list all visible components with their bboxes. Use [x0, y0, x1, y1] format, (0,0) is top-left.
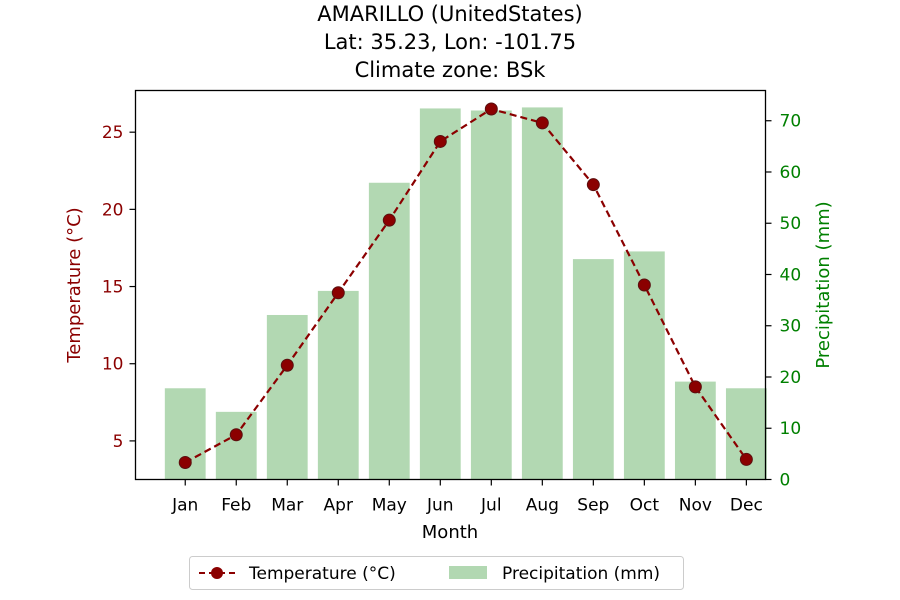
left-tick-label-5: 5: [113, 432, 124, 452]
legend-temperature-marker: [211, 567, 223, 579]
right-tick-label-60: 60: [780, 163, 802, 183]
precipitation-bar-apr: [317, 290, 359, 480]
x-tick-label-mar: Mar: [271, 496, 303, 516]
left-tick-label-25: 25: [102, 123, 124, 143]
legend-temperature-label: Temperature (°C): [248, 564, 396, 584]
temperature-point-jan: [178, 456, 192, 470]
left-tick-label-15: 15: [102, 278, 124, 298]
precipitation-bar-jun: [419, 108, 461, 480]
x-tick-label-jun: Jun: [426, 496, 454, 516]
x-tick-label-dec: Dec: [730, 496, 763, 516]
left-y-axis-label: Temperature (°C): [64, 207, 85, 363]
temperature-point-feb: [229, 428, 243, 442]
precipitation-bar-sep: [572, 259, 614, 480]
left-tick-label-20: 20: [102, 200, 124, 220]
temperature-series-line: [184, 107, 748, 464]
temperature-point-dec: [739, 452, 753, 466]
x-tick-label-aug: Aug: [526, 496, 559, 516]
right-tick-label-0: 0: [780, 471, 791, 491]
x-axis-label: Month: [422, 522, 478, 543]
temperature-point-apr: [331, 286, 345, 300]
right-tick-label-50: 50: [780, 214, 802, 234]
x-tick-label-sep: Sep: [577, 496, 609, 516]
precipitation-bar-aug: [521, 107, 563, 480]
temperature-line: [178, 102, 753, 470]
precipitation-bar-mar: [266, 314, 308, 480]
legend-precipitation-label: Precipitation (mm): [502, 564, 660, 584]
legend-precipitation-swatch: [449, 566, 487, 579]
temperature-point-jul: [484, 102, 498, 116]
plot-frame: [134, 89, 767, 481]
temperature-point-sep: [586, 178, 600, 192]
legend: Temperature (°C) Precipitation (mm): [189, 556, 684, 590]
title-line-2: Lat: 35.23, Lon: -101.75: [324, 30, 576, 54]
x-tick-label-jul: Jul: [480, 496, 502, 516]
right-y-axis: 0 10 20 30 40 50 60 70: [765, 112, 802, 491]
temperature-point-jun: [433, 134, 447, 148]
left-y-axis: 5 10 15 20 25: [102, 123, 136, 452]
x-axis: Jan Feb Mar Apr May Jun Jul Aug Sep Oct Nov Dec: [171, 479, 763, 516]
precipitation-bar-feb: [215, 411, 257, 480]
right-tick-label-40: 40: [780, 265, 802, 285]
precipitation-bar-jul: [470, 110, 512, 480]
x-tick-label-oct: Oct: [630, 496, 660, 516]
precipitation-bar-may: [368, 182, 410, 480]
right-tick-label-20: 20: [780, 368, 802, 388]
right-tick-label-10: 10: [780, 419, 802, 439]
temperature-point-nov: [688, 380, 702, 394]
x-tick-label-jan: Jan: [171, 496, 198, 516]
temperature-point-may: [382, 213, 396, 227]
precipitation-bars: [164, 107, 767, 480]
right-tick-label-30: 30: [780, 317, 802, 337]
title-line-3: Climate zone: BSk: [355, 58, 547, 82]
chart-title: AMARILLO (UnitedStates) Lat: 35.23, Lon: …: [317, 2, 582, 82]
right-y-axis-label: Precipitation (mm): [813, 201, 834, 368]
temperature-point-oct: [637, 278, 651, 292]
title-line-1: AMARILLO (UnitedStates): [317, 2, 582, 26]
temperature-point-mar: [280, 358, 294, 372]
temperature-point-aug: [535, 116, 549, 130]
legend-frame: [189, 556, 684, 590]
x-tick-label-nov: Nov: [679, 496, 712, 516]
right-tick-label-70: 70: [780, 112, 802, 132]
precipitation-bar-nov: [674, 381, 716, 480]
x-tick-label-feb: Feb: [221, 496, 251, 516]
x-tick-label-may: May: [372, 496, 407, 516]
left-tick-label-10: 10: [102, 355, 124, 375]
x-tick-label-apr: Apr: [324, 496, 353, 516]
